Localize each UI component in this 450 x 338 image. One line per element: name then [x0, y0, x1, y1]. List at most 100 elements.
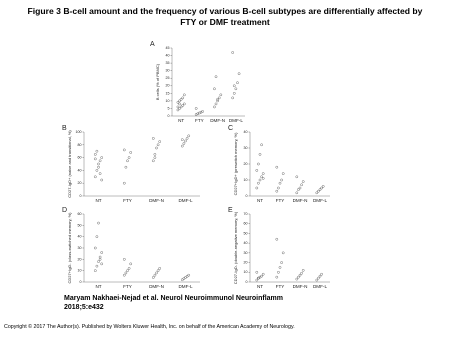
y-tick-label: 40 [244, 130, 248, 134]
data-point [187, 134, 190, 138]
data-point [260, 175, 263, 179]
data-point [237, 72, 241, 75]
y-tick-label: 50 [78, 223, 82, 227]
y-tick-label: 0 [168, 114, 170, 118]
data-point [98, 255, 102, 259]
y-tick-label: 20 [166, 84, 170, 88]
data-point [281, 172, 285, 175]
data-point [95, 264, 99, 268]
x-tick-label: NT [257, 198, 263, 203]
y-tick-label: 60 [78, 212, 82, 216]
x-tick-label: DMF-N [293, 284, 308, 289]
y-tick-label: 10 [244, 270, 248, 274]
data-point [257, 181, 260, 185]
data-point [297, 275, 300, 279]
data-point [95, 149, 99, 153]
y-tick-label: 100 [76, 130, 82, 134]
x-tick-label: NT [178, 118, 184, 123]
x-tick-label: NT [95, 198, 101, 203]
data-point [317, 189, 320, 193]
copyright: Copyright © 2017 The Author(s). Publishe… [4, 324, 295, 330]
y-tick-label: 20 [78, 181, 82, 185]
data-point [176, 101, 180, 104]
y-tick-label: 50 [244, 231, 248, 235]
data-point [295, 277, 299, 281]
y-axis-label: CD27-IgD- (double-negative memory, %) [233, 211, 238, 284]
data-point [98, 172, 102, 175]
data-point [123, 148, 126, 152]
data-point [100, 262, 103, 266]
x-tick-label: FTY [195, 118, 204, 123]
data-point [213, 87, 216, 91]
data-point [275, 275, 279, 279]
x-tick-label: DMF-N [293, 198, 308, 203]
data-point [232, 92, 236, 95]
y-tick-label: 35 [166, 61, 170, 65]
panel-label: C [228, 125, 233, 132]
data-point [236, 81, 239, 85]
y-tick-label: 15 [166, 91, 170, 95]
data-point [217, 96, 221, 100]
data-point [231, 96, 234, 100]
y-tick-label: 40 [78, 168, 82, 172]
data-point [123, 273, 126, 277]
data-point [183, 102, 186, 106]
data-point [216, 99, 219, 103]
data-point [258, 275, 262, 279]
citation: Maryam Nakhaei-Nejad et al. Neurol Neuro… [64, 295, 283, 311]
data-point [258, 178, 262, 182]
data-point [277, 271, 280, 274]
data-point [275, 165, 279, 169]
data-point [185, 275, 189, 278]
data-point [214, 102, 218, 106]
y-tick-label: 60 [244, 222, 248, 226]
y-axis-label: CD27-IgD+ (naive and transitional, %) [67, 130, 72, 198]
data-point [261, 177, 265, 180]
data-point [178, 102, 181, 106]
data-point [153, 273, 157, 277]
data-point [300, 271, 303, 275]
data-point [257, 276, 260, 280]
panel-label: D [62, 207, 67, 214]
data-point [297, 188, 300, 191]
panel-label: A [150, 41, 155, 48]
data-point [184, 276, 187, 279]
data-point [155, 271, 158, 275]
x-tick-label: DMF-L [229, 118, 243, 123]
y-tick-label: 0 [80, 280, 82, 284]
x-tick-label: FTY [276, 198, 285, 203]
data-point [196, 112, 200, 116]
data-point [129, 262, 132, 266]
data-point [100, 156, 103, 159]
data-point [181, 278, 184, 282]
data-point [123, 258, 126, 261]
data-point [258, 153, 262, 156]
data-point [124, 165, 128, 169]
data-point [178, 99, 181, 103]
data-point [97, 165, 100, 169]
data-point [94, 157, 97, 161]
data-point [181, 138, 184, 141]
data-point [315, 278, 319, 282]
data-point [260, 274, 263, 278]
y-tick-label: 40 [166, 54, 170, 58]
data-point [261, 272, 265, 276]
y-axis-label: CD27+IgD+ (preswitch memory, %) [233, 132, 238, 196]
data-point [153, 156, 157, 159]
data-point [255, 186, 259, 190]
data-point [126, 269, 129, 272]
data-point [152, 276, 155, 279]
y-tick-label: 0 [246, 194, 248, 198]
data-point [255, 271, 259, 274]
data-point [261, 172, 265, 175]
data-point [318, 274, 322, 278]
data-point [232, 84, 236, 88]
data-point [298, 273, 302, 277]
y-tick-label: 45 [166, 46, 170, 50]
data-point [94, 153, 97, 156]
data-point [278, 181, 282, 185]
x-tick-label: DMF-N [210, 118, 225, 123]
y-tick-label: 40 [78, 235, 82, 239]
